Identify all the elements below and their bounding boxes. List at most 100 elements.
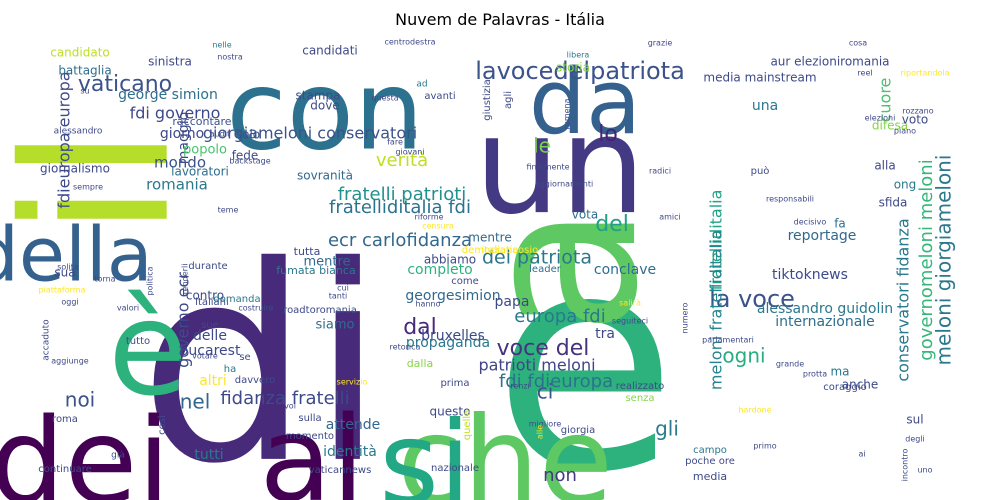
word-oggi: oggi (61, 298, 78, 307)
word-questo: questo (430, 405, 471, 419)
word-voi: voi (284, 402, 296, 411)
word-george-simion: george simion (118, 87, 218, 103)
word-sul: sul (906, 413, 923, 427)
word-fidanza-fratelli: fidanza fratelli (220, 388, 349, 409)
word-fratelliditalia: fratelliditalia (707, 190, 726, 291)
word-maggio: maggio (176, 112, 192, 164)
word-parlamentari: parlamentari (702, 336, 754, 345)
word-tanti: tanti (329, 292, 347, 301)
word-romania: romania (146, 176, 208, 194)
word-che: che (397, 393, 613, 500)
word-accaduto: accaduto (42, 319, 52, 361)
word-davvero: davvero (235, 375, 275, 386)
word-sfida: sfida (879, 196, 908, 210)
word-nazionale: nazionale (431, 463, 479, 474)
word-tutto: tutto (126, 336, 150, 347)
word-tutta: tutta (294, 245, 321, 258)
word-giorgia: giorgia (561, 425, 595, 436)
word-poche-ore: poche ore (685, 456, 735, 467)
word-verità: verità (376, 150, 428, 171)
word-fa: fa (834, 217, 846, 231)
word-dalla: dalla (407, 357, 434, 370)
word-alle: alle (536, 425, 545, 439)
word-votare: votare (192, 352, 218, 361)
word-difesa: difesa (872, 119, 908, 133)
word-anche: anche (842, 378, 879, 392)
word-non: non (543, 465, 577, 486)
word-identità: identità (323, 444, 377, 460)
word-campo: campo (693, 445, 727, 456)
word-senza: senza (625, 393, 654, 404)
word-fdi-fdieuropa: fdi fdieuropa (499, 371, 613, 392)
word-gli: gli (655, 417, 679, 441)
word-meloni-giorgiameloni: meloni giorgiameloni (932, 155, 956, 366)
word-del-patriota: del patriota (482, 247, 592, 269)
word-costruire: costruire (238, 304, 273, 313)
word-solo: solo (236, 128, 260, 142)
word-italiani: italiani (195, 297, 229, 308)
word-ai: ai (858, 450, 865, 459)
word-grande: grande (776, 360, 804, 369)
word-aur-elezioniromania: aur elezioniromania (770, 55, 889, 69)
word-noi: noi (65, 388, 95, 412)
word-dei: dei (0, 392, 170, 500)
word-continuare: continuare (38, 464, 92, 475)
word-uno: uno (917, 466, 932, 475)
word-candidato: candidato (50, 46, 110, 60)
word-giornalismo: giornalismo (40, 162, 110, 176)
word-una: una (752, 98, 778, 114)
word-le: le (533, 134, 551, 158)
word-decisivo: decisivo (794, 218, 827, 227)
word-domanda: domanda (213, 294, 260, 305)
word-agli: agli (503, 91, 514, 109)
word-a: a (434, 204, 685, 336)
word-può: può (751, 165, 770, 177)
word-voto: voto (902, 113, 929, 127)
word-sempre: sempre (73, 183, 103, 192)
word-avanti: avanti (424, 91, 455, 102)
word-degli: degli (905, 435, 925, 444)
word-come: come (451, 276, 479, 287)
word-lavocedelpatriota: lavocedelpatriota (475, 57, 685, 85)
word-coraggio: coraggio (823, 382, 866, 393)
word-contro: contro (186, 289, 224, 303)
word-giorno: giorno (160, 126, 204, 142)
word-governomeloni-meloni: governomeloni meloni (916, 159, 937, 360)
word-da: da (529, 50, 641, 155)
word-georgesimion: georgesimion (405, 288, 500, 304)
word-audit: audit (210, 130, 230, 139)
word-ogni: ogni (722, 344, 765, 368)
word-fdi-governo: fdi governo (130, 104, 221, 123)
word-conservatori-fidanza: conservatori fidanza (894, 218, 913, 381)
word-protta: protta (803, 370, 827, 379)
word-abbiamo: abbiamo (424, 253, 476, 267)
word-media-mainstream: media mainstream (703, 71, 816, 85)
word-attende: attende (326, 417, 381, 433)
word-mentre: mentre (303, 255, 350, 270)
word-alla: alla (874, 159, 895, 173)
word-piano: piano (894, 127, 916, 136)
word-cuore: cuore (876, 78, 895, 123)
word-vaticano: vaticano (78, 72, 172, 97)
word-libera: libera (567, 51, 590, 60)
word-sovranità: sovranità (297, 169, 353, 183)
word-alessandro-guidolin: alessandro guidolin (757, 301, 893, 317)
word-realizzato: realizzato (616, 381, 664, 392)
word-salirà: salirà (619, 299, 641, 308)
word-incontro: incontro (901, 449, 910, 482)
word-giustizia: giustizia (482, 79, 493, 121)
word-sulla: sulla (298, 413, 321, 424)
word-piattaforma: piattaforma (39, 286, 86, 295)
word-delle: delle (193, 328, 227, 344)
word-riportandola: riportandola (901, 69, 950, 78)
word-ecr-carlofidanza: ecr carlofidanza (328, 230, 472, 251)
word-europa-fdi: europa fdi (514, 306, 605, 327)
word-patrioti-meloni: patrioti meloni (478, 356, 595, 375)
word-elezioni: elezioni (865, 114, 896, 123)
word-dal: dal (403, 315, 437, 340)
word-fumata-bianca: fumata bianca (276, 264, 355, 277)
word-giorgiameloni-conservatori: giorgiameloni conservatori (203, 124, 417, 143)
word-già: già (111, 451, 125, 461)
word-conclave: conclave (594, 262, 656, 278)
word-altri: altri (199, 373, 227, 389)
